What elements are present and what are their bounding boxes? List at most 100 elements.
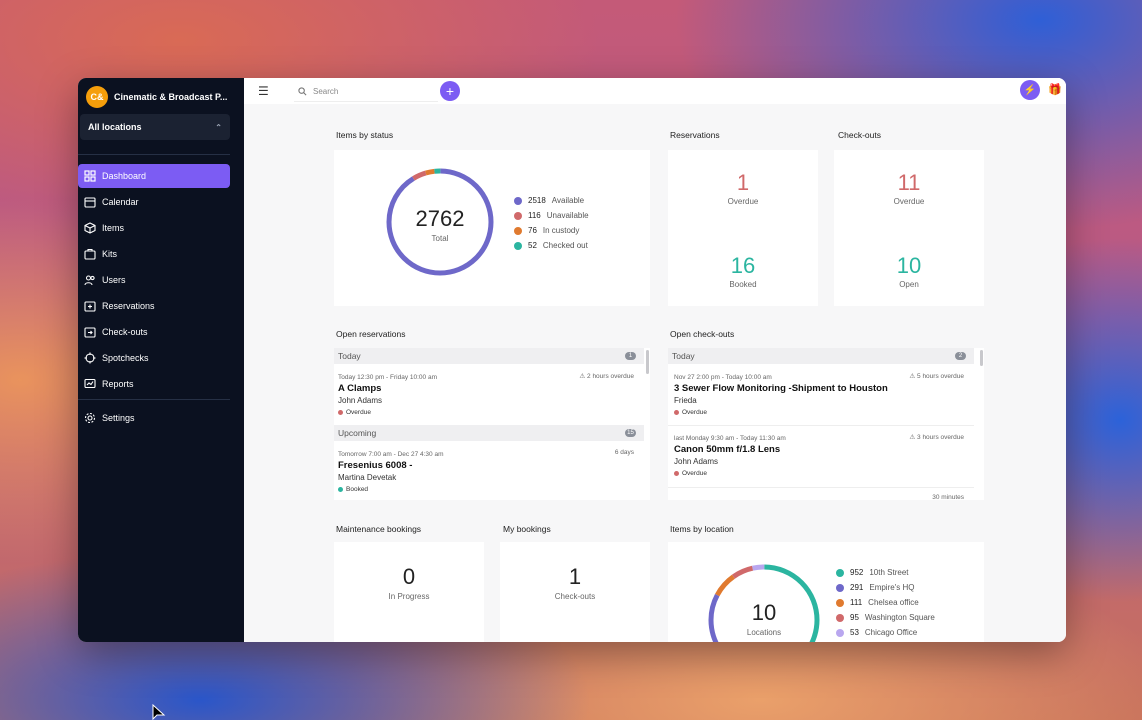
duration-note: 6 days: [614, 449, 634, 456]
scrollbar[interactable]: [980, 350, 983, 366]
sidebar-item-label: Spotchecks: [102, 353, 149, 363]
sidebar-item-label: Dashboard: [102, 171, 147, 181]
sidebar-item-items[interactable]: Items: [78, 216, 230, 240]
legend-dot: [836, 583, 844, 592]
reservation-item[interactable]: Today 12:30 pm - Friday 10:00 am A Clamp…: [338, 374, 638, 416]
checkouts-overdue-count: 11: [897, 170, 921, 195]
sidebar-item-label: Items: [102, 223, 125, 233]
locations-total-label: Locations: [746, 628, 782, 637]
users-icon: [84, 274, 96, 286]
search-input[interactable]: Search: [294, 81, 438, 102]
org-name: Cinematic & Broadcast P...: [114, 92, 228, 102]
locations-total: 10: [751, 600, 777, 625]
sidebar-item-dashboard[interactable]: Dashboard: [78, 164, 230, 188]
open-checkouts-title: Open check-outs: [670, 329, 735, 339]
legend-in-custody: 76 In custody: [514, 226, 579, 235]
section-label: Today: [338, 351, 361, 361]
sidebar-item-spotchecks[interactable]: Spotchecks: [78, 346, 230, 370]
donut-slice-4: [708, 564, 820, 642]
hamburger-menu-icon[interactable]: ☰: [258, 84, 269, 98]
org-switcher[interactable]: C& Cinematic & Broadcast P...: [86, 86, 238, 108]
items-total-label: Total: [431, 234, 449, 243]
sidebar-item-calendar[interactable]: Calendar: [78, 190, 230, 214]
kit-icon: [84, 248, 96, 260]
sidebar-item-label: Settings: [102, 413, 135, 423]
sidebar-item-settings[interactable]: Settings: [78, 406, 230, 430]
legend-dot: [836, 598, 844, 607]
items-by-location-donut: [708, 564, 820, 642]
location-select-value: All locations: [88, 122, 142, 132]
legend-unavailable: 116 Unavailable: [514, 211, 589, 220]
legend-dot: [514, 196, 522, 205]
reservations-booked-count: 16: [730, 253, 756, 278]
reservation-person: Martina Devetak: [338, 473, 397, 482]
mouse-cursor-icon: [152, 704, 166, 720]
status-badge: Overdue: [674, 470, 974, 477]
reservation-title: A Clamps: [338, 383, 382, 394]
maintenance-panel[interactable]: 0 In Progress: [334, 542, 484, 642]
items-by-status-panel: 2762 Total 2518 Available 116 Unavailable …: [334, 150, 650, 306]
checkout-title: Canon 50mm f/1.8 Lens: [674, 444, 781, 455]
status-badge: Overdue: [338, 409, 638, 416]
gear-icon: [84, 412, 96, 424]
list-divider: [668, 487, 974, 488]
reservation-time: Today 12:30 pm - Friday 10:00 am: [338, 374, 437, 381]
location-select[interactable]: All locations ⌃: [80, 114, 230, 140]
checkout-item[interactable]: last Monday 9:30 am - Today 11:30 am Can…: [674, 435, 974, 477]
upcoming-section-header: Upcoming 15: [334, 425, 644, 441]
checkout-title: 3 Sewer Flow Monitoring -Shipment to Hou…: [674, 383, 888, 394]
items-by-status-title: Items by status: [336, 130, 394, 140]
status-badge: Overdue: [674, 409, 974, 416]
reservation-person: John Adams: [338, 396, 383, 405]
sidebar-divider: [78, 154, 230, 155]
my-bookings-panel[interactable]: 1 Check-outs: [500, 542, 650, 642]
overdue-note: ⚠ 5 hours overdue: [909, 373, 964, 380]
legend-location: 95 Washington Square: [836, 613, 935, 622]
donut-slice-0: [708, 564, 820, 642]
items-by-status-donut: [386, 168, 494, 276]
duration-note: 30 minutes: [932, 494, 964, 501]
reservations-overdue-label: Overdue: [727, 197, 759, 206]
legend-location: 291 Empire's HQ: [836, 583, 914, 592]
scrollbar[interactable]: [646, 350, 649, 374]
sidebar-item-label: Users: [102, 275, 126, 285]
legend-location: 53 Chicago Office: [836, 628, 917, 637]
checkouts-panel[interactable]: 11 Overdue 10 Open: [834, 150, 984, 306]
main-content: ☰ Search + ⚡ 🎁 Items by status 2762 Tota…: [244, 78, 1066, 642]
items-total: 2762: [415, 206, 465, 231]
target-icon: [84, 352, 96, 364]
legend-dot: [514, 241, 522, 250]
checkouts-title: Check-outs: [838, 130, 881, 140]
topbar: ☰ Search + ⚡ 🎁: [244, 78, 1066, 104]
legend-dot: [514, 226, 522, 235]
sidebar-item-check-outs[interactable]: Check-outs: [78, 320, 230, 344]
add-button[interactable]: +: [440, 81, 460, 101]
sidebar-item-kits[interactable]: Kits: [78, 242, 230, 266]
checkout-person: Frieda: [674, 396, 697, 405]
items-by-location-title: Items by location: [670, 524, 734, 534]
today-count-badge: 2: [955, 352, 966, 360]
reservation-item[interactable]: Tomorrow 7:00 am - Dec 27 4:30 am Fresen…: [338, 451, 638, 493]
my-bookings-count: 1: [568, 564, 582, 589]
legend-dot: [836, 628, 844, 637]
today-section-header: Today 2: [668, 348, 974, 364]
sidebar-item-reports[interactable]: Reports: [78, 372, 230, 396]
open-reservations-title: Open reservations: [336, 329, 406, 339]
checkout-icon: [84, 326, 96, 338]
maintenance-label: In Progress: [388, 592, 430, 601]
checkouts-open-label: Open: [899, 280, 919, 289]
today-count-badge: 1: [625, 352, 636, 360]
sidebar-item-reservations[interactable]: Reservations: [78, 294, 230, 318]
reservations-panel[interactable]: 1 Overdue 16 Booked: [668, 150, 818, 306]
gift-icon[interactable]: 🎁: [1048, 84, 1062, 96]
legend-checked-out: 52 Checked out: [514, 241, 588, 250]
status-badge: Booked: [338, 486, 638, 493]
checkout-time: Nov 27 2:00 pm - Today 10:00 am: [674, 374, 772, 381]
quick-action-button[interactable]: ⚡: [1020, 80, 1040, 100]
donut-slice-1: [708, 564, 820, 642]
report-icon: [84, 378, 96, 390]
checkout-item[interactable]: Nov 27 2:00 pm - Today 10:00 am 3 Sewer …: [674, 374, 974, 416]
cube-icon: [84, 222, 96, 234]
upcoming-count-badge: 15: [625, 429, 636, 437]
sidebar-item-users[interactable]: Users: [78, 268, 230, 292]
